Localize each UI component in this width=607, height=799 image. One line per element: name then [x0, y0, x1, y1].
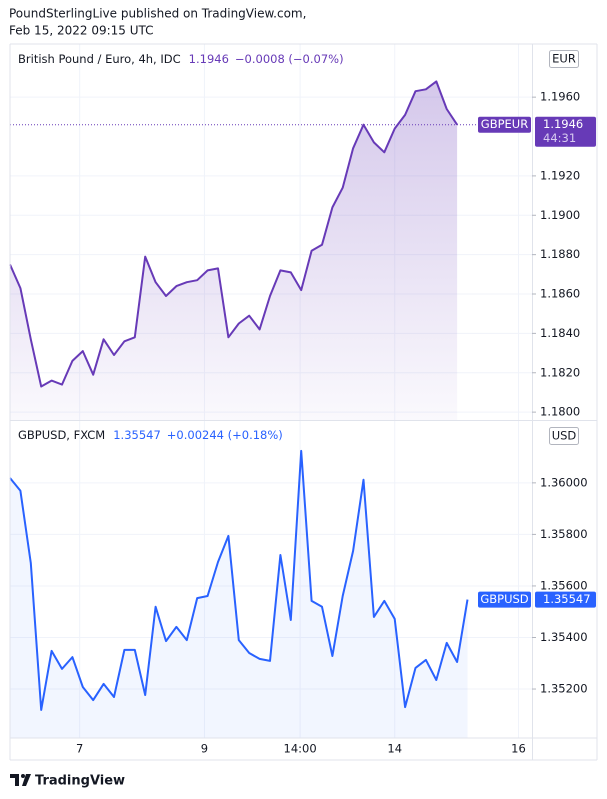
area	[10, 450, 468, 738]
logo-mark	[22, 774, 31, 786]
x-tick-label: 9	[201, 742, 208, 756]
currency-box	[549, 50, 579, 68]
y-tick-label: 1.1920	[540, 168, 580, 182]
y-tick-label: 1.35800	[540, 527, 588, 541]
currency: EUR	[552, 52, 576, 66]
y-tick-label: 1.1820	[540, 365, 580, 379]
area	[10, 81, 458, 421]
brand: TradingView	[35, 774, 125, 789]
countdown: 44:31	[543, 131, 576, 145]
x-tick-label: 16	[511, 742, 526, 756]
x-tick-label: 7	[76, 742, 83, 756]
currency-box	[549, 427, 579, 445]
legend-text: 1.35547	[113, 428, 161, 442]
legend-text: GBPUSD, FXCM	[18, 428, 105, 442]
logo	[10, 774, 31, 786]
logo-mark	[10, 774, 19, 786]
symbol-label: GBPEUR	[481, 117, 528, 131]
x-tick-label: 14	[387, 742, 402, 756]
price-label-bg	[535, 116, 596, 147]
y-tick-label: 1.1880	[540, 247, 580, 261]
y-tick-label: 1.1960	[540, 90, 580, 104]
symbol-label-bg	[478, 591, 531, 608]
y-tick-label: 1.1860	[540, 287, 580, 301]
y-tick-label: 1.1800	[540, 405, 580, 419]
symbol-label: GBPUSD	[480, 592, 528, 606]
price-label: 1.1946	[543, 117, 583, 131]
legend-text: +0.00244 (+0.18%)	[167, 428, 283, 442]
y-tick-label: 1.35600	[540, 578, 588, 592]
line	[9, 449, 469, 711]
plot-area	[9, 44, 532, 738]
price-label-bg	[535, 591, 596, 608]
price-label: 1.35547	[543, 592, 591, 606]
legend-text: 1.1946	[189, 52, 229, 66]
x-tick-label: 14:00	[284, 742, 317, 756]
line	[9, 80, 458, 388]
y-tick-label: 1.35200	[540, 682, 588, 696]
legend: GBPUSD, FXCM 1.35547 +0.00244 (+0.18%)	[18, 428, 283, 442]
date: Feb 15, 2022 09:15 UTC	[9, 24, 154, 38]
legend-text: −0.0008 (−0.07%)	[235, 52, 344, 66]
legend-text: British Pound / Euro, 4h, IDC	[18, 52, 181, 66]
logo-mark	[21, 774, 25, 778]
currency: USD	[552, 429, 577, 443]
y-tick-label: 1.35400	[540, 630, 588, 644]
publisher: PoundSterlingLive published on TradingVi…	[9, 7, 306, 21]
y-tick-label: 1.36000	[540, 475, 588, 489]
y-tick-label: 1.1900	[540, 208, 580, 222]
y-tick-label: 1.1840	[540, 326, 580, 340]
legend: British Pound / Euro, 4h, IDC 1.1946 −0.00…	[18, 52, 344, 66]
symbol-label-bg	[478, 116, 531, 133]
